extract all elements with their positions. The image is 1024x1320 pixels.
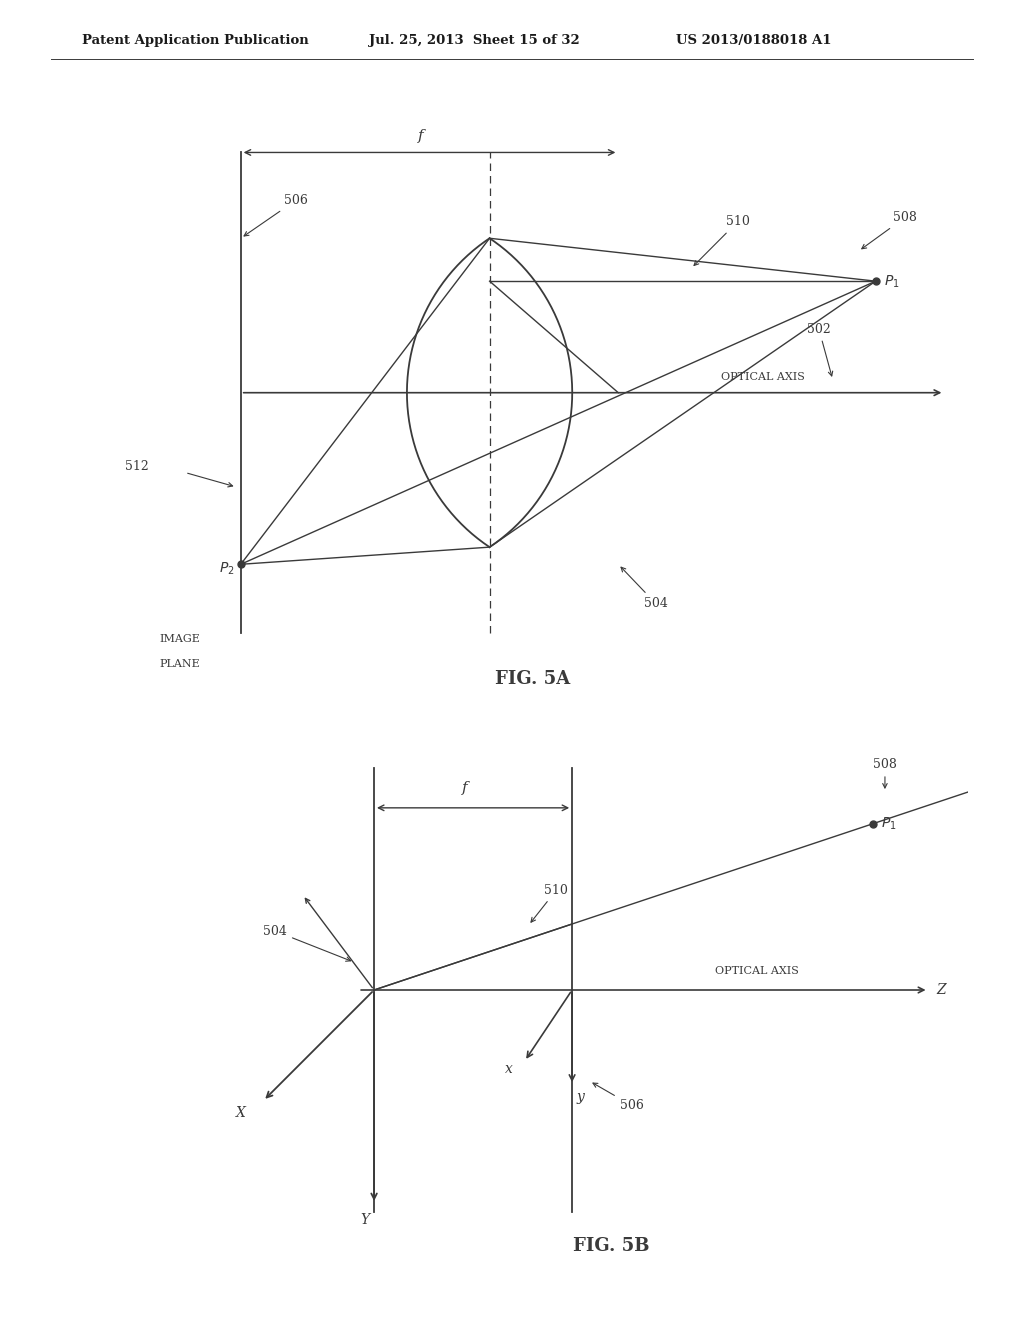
Text: 506: 506: [244, 194, 307, 236]
Text: 508: 508: [873, 758, 897, 788]
Text: FIG. 5B: FIG. 5B: [573, 1237, 650, 1255]
Text: f: f: [463, 781, 468, 795]
Text: 504: 504: [622, 568, 668, 610]
Text: 508: 508: [862, 211, 916, 248]
Text: 502: 502: [807, 322, 833, 376]
Text: 506: 506: [593, 1084, 643, 1111]
Text: 510: 510: [694, 215, 750, 265]
Text: Z: Z: [936, 983, 946, 997]
Text: X: X: [236, 1106, 246, 1119]
Text: 512: 512: [125, 459, 148, 473]
Text: 504: 504: [263, 924, 350, 961]
Text: $P_2$: $P_2$: [219, 561, 234, 577]
Text: Y: Y: [359, 1213, 369, 1226]
Text: 510: 510: [531, 883, 568, 923]
Text: IMAGE: IMAGE: [160, 634, 200, 644]
Text: $P_1$: $P_1$: [881, 816, 897, 832]
Text: y: y: [577, 1090, 584, 1104]
Text: x: x: [505, 1063, 513, 1076]
Text: $P_1$: $P_1$: [885, 273, 900, 290]
Text: PLANE: PLANE: [160, 659, 200, 669]
Text: FIG. 5A: FIG. 5A: [495, 671, 570, 689]
Text: Jul. 25, 2013  Sheet 15 of 32: Jul. 25, 2013 Sheet 15 of 32: [369, 33, 580, 46]
Text: OPTICAL AXIS: OPTICAL AXIS: [715, 966, 799, 977]
Text: OPTICAL AXIS: OPTICAL AXIS: [721, 372, 805, 381]
Text: US 2013/0188018 A1: US 2013/0188018 A1: [676, 33, 831, 46]
Text: Patent Application Publication: Patent Application Publication: [82, 33, 308, 46]
Text: f: f: [418, 128, 424, 143]
